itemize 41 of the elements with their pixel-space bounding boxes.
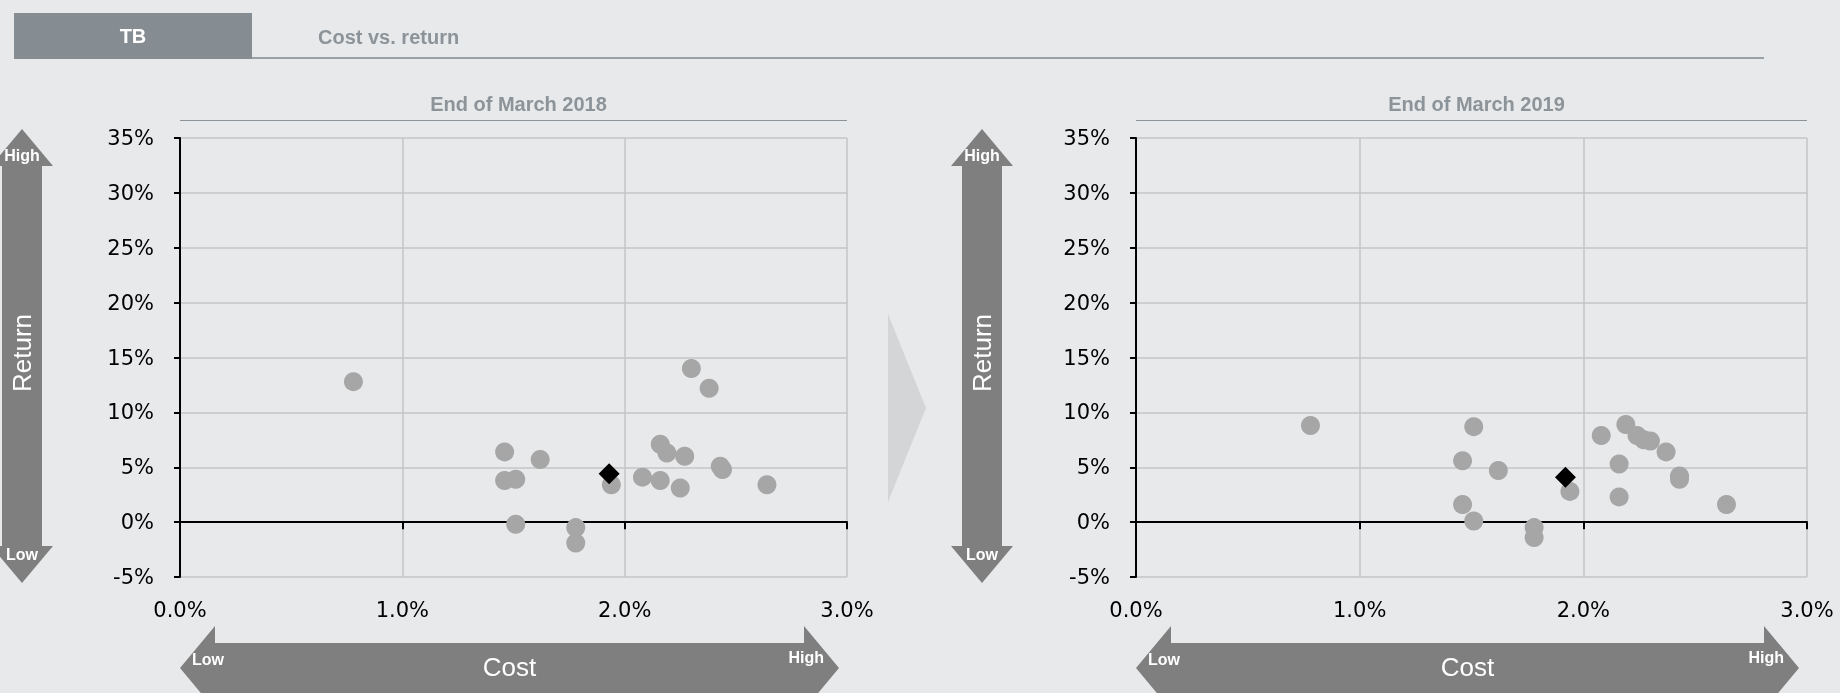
text: Low <box>192 651 224 669</box>
x-tick-label: 2.0% <box>1556 597 1611 622</box>
x-tick-label: 3.0% <box>820 597 874 622</box>
text: High <box>787 649 824 667</box>
y-tick-label: 10% <box>107 400 154 425</box>
x-tick-label: 1.0% <box>375 597 430 622</box>
y-tick-label: 5% <box>120 455 154 480</box>
text: Low <box>1148 651 1180 669</box>
text: Low <box>5 546 39 564</box>
y-tick-label: -5% <box>113 565 154 589</box>
chart-title: End of March 2019 <box>1388 93 1565 115</box>
y-tick-label: 30% <box>1063 180 1110 205</box>
y-tick-label: -5% <box>1069 565 1110 589</box>
y-tick-label: 0% <box>1076 510 1110 535</box>
x-tick-label: 0.0% <box>1109 597 1163 622</box>
x-tick-label: 1.0% <box>1332 597 1387 622</box>
y-tick-label: 5% <box>1076 455 1110 480</box>
x-axis-title: Cost <box>481 652 538 683</box>
x-tick-label: 0.0% <box>153 597 207 622</box>
y-tick-label: 25% <box>107 235 154 260</box>
y-tick-label: 30% <box>107 180 154 205</box>
y-tick-label: 25% <box>1063 235 1110 260</box>
x-axis-title: Cost <box>1439 652 1496 683</box>
text: Low <box>965 546 999 564</box>
chart-title: End of March 2018 <box>430 93 607 115</box>
y-tick-label: 15% <box>107 345 154 370</box>
y-tick-label: 20% <box>1063 290 1110 315</box>
y-tick-label: 10% <box>1063 400 1110 425</box>
y-tick-label: 35% <box>107 126 154 150</box>
text: Cost vs. return <box>318 26 460 49</box>
x-tick-label: 3.0% <box>1780 597 1834 622</box>
text: High <box>963 147 1001 165</box>
y-tick-label: 0% <box>120 510 154 535</box>
y-axis-title: Return <box>967 313 998 395</box>
y-tick-label: 35% <box>1063 126 1110 150</box>
x-tick-label: 2.0% <box>597 597 652 622</box>
text: High <box>1747 649 1784 667</box>
y-tick-label: 15% <box>1063 345 1110 370</box>
y-tick-label: 20% <box>107 290 154 315</box>
y-axis-title: Return <box>7 313 38 395</box>
text: High <box>3 147 41 165</box>
